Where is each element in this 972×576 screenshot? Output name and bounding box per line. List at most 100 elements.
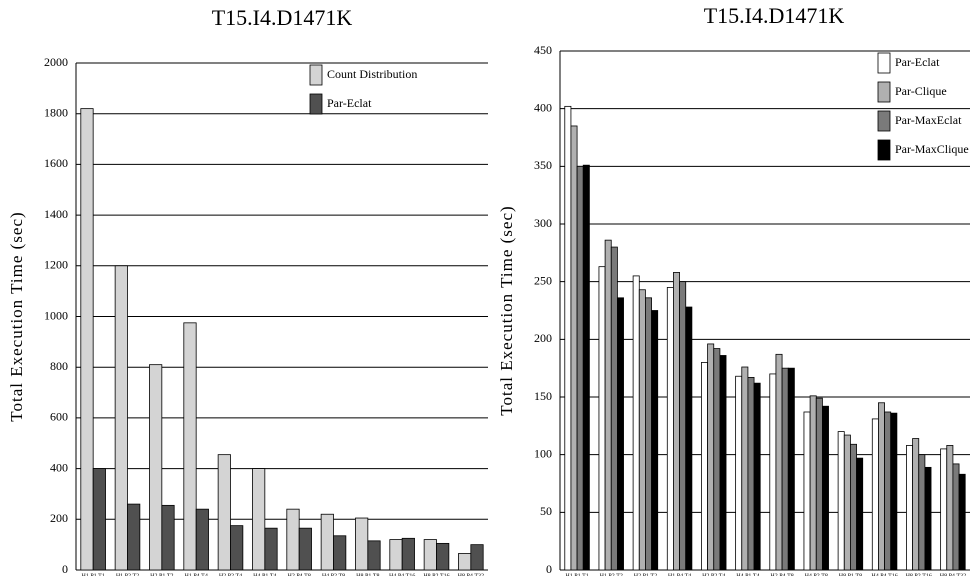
x-tick-label: H4.P2.T8 — [805, 573, 828, 576]
bar — [149, 364, 163, 571]
bar — [195, 508, 209, 571]
legend-label: Count Distribution — [327, 67, 417, 81]
x-tick-label: H1.P1.T1 — [565, 573, 588, 576]
x-tick-label: H1.P4.T4 — [184, 573, 207, 576]
bar — [673, 272, 680, 571]
bar — [458, 553, 472, 571]
y-tick-label: 600 — [50, 410, 68, 424]
bar — [753, 382, 761, 571]
y-tick-label: 2000 — [44, 55, 68, 69]
x-tick-label: H1.P2.T2 — [600, 573, 623, 576]
x-tick-label: H1.P2.T2 — [116, 573, 139, 576]
bar — [781, 367, 789, 571]
y-tick-label: 1400 — [44, 207, 68, 221]
x-tick-label: H2.P2.T4 — [219, 573, 242, 576]
legend-swatch — [877, 52, 891, 74]
bar — [747, 376, 755, 571]
bar — [230, 525, 244, 571]
bar — [217, 454, 231, 571]
bar — [803, 411, 811, 571]
x-tick-label: H8.P1.T8 — [839, 573, 862, 576]
bar — [958, 473, 966, 571]
y-tick-label: 200 — [50, 511, 68, 525]
bar — [470, 544, 484, 571]
legend-label: Par-Clique — [895, 84, 947, 98]
bar — [389, 539, 403, 571]
bar — [645, 297, 652, 571]
bar — [878, 402, 885, 571]
bar — [604, 239, 612, 571]
bar — [856, 457, 864, 571]
bar — [320, 513, 334, 571]
bar — [298, 527, 312, 571]
y-tick-label: 350 — [534, 158, 552, 172]
y-tick-label: 1800 — [44, 105, 68, 119]
bar — [161, 504, 175, 571]
bar — [617, 297, 624, 571]
bar — [183, 322, 197, 571]
bar — [871, 418, 879, 571]
legend-swatch — [877, 139, 891, 161]
y-tick-label: 150 — [534, 389, 552, 403]
y-tick-label: 0 — [546, 562, 552, 576]
bar — [735, 375, 743, 571]
bar — [918, 454, 926, 571]
y-tick-label: 50 — [540, 504, 552, 518]
bar — [741, 366, 749, 571]
bar — [401, 537, 415, 571]
bar — [114, 265, 128, 571]
x-tick-label: H8.P4.T32 — [940, 573, 966, 576]
y-axis-label: Total Execution Time (sec) — [7, 211, 26, 421]
bar — [80, 108, 94, 571]
bar — [576, 165, 584, 571]
y-tick-label: 200 — [534, 331, 552, 345]
bar — [582, 164, 590, 571]
bar — [423, 539, 437, 571]
y-tick-label: 0 — [62, 562, 68, 576]
y-tick-label: 400 — [534, 100, 552, 114]
legend-label: Par-MaxEclat — [895, 113, 962, 127]
y-tick-label: 1200 — [44, 258, 68, 272]
y-tick-label: 450 — [534, 43, 552, 57]
bar — [127, 503, 141, 571]
legend-swatch — [877, 110, 891, 132]
bar — [719, 355, 727, 571]
legend-swatch — [309, 64, 323, 86]
bar — [92, 468, 106, 571]
x-tick-label: H1.P1.T1 — [81, 573, 104, 576]
x-tick-label: H4.P1.T4 — [253, 573, 276, 576]
bar — [252, 468, 266, 571]
bar — [264, 527, 278, 571]
bar — [570, 125, 578, 571]
x-tick-label: H4.P4.T16 — [389, 573, 415, 576]
bar — [924, 466, 932, 571]
x-tick-label: H1.P4.T4 — [668, 573, 691, 576]
legend-label: Par-Eclat — [327, 96, 372, 110]
legend-label: Par-Eclat — [895, 55, 940, 69]
y-tick-label: 1000 — [44, 308, 68, 322]
bar — [564, 105, 572, 571]
bar — [333, 535, 347, 571]
bar — [666, 287, 674, 571]
bar — [707, 343, 715, 571]
bar — [701, 361, 709, 571]
chart-title: T15.I4.D1471K — [704, 3, 845, 28]
bar — [940, 448, 948, 571]
bar — [912, 438, 920, 571]
bar — [651, 310, 659, 571]
bar — [632, 275, 640, 571]
bar — [679, 281, 687, 571]
y-tick-label: 100 — [534, 446, 552, 460]
x-tick-label: H4.P1.T4 — [736, 573, 759, 576]
y-axis-label: Total Execution Time (sec) — [497, 205, 516, 415]
bar — [713, 348, 721, 571]
bar — [815, 397, 823, 571]
bar — [775, 353, 783, 571]
x-tick-label: H2.P1.T2 — [150, 573, 173, 576]
chart-title: T15.I4.D1471K — [212, 5, 353, 30]
bar — [843, 434, 851, 571]
bar — [837, 431, 845, 571]
x-tick-label: H2.P4.T8 — [770, 573, 793, 576]
bar — [787, 367, 795, 571]
